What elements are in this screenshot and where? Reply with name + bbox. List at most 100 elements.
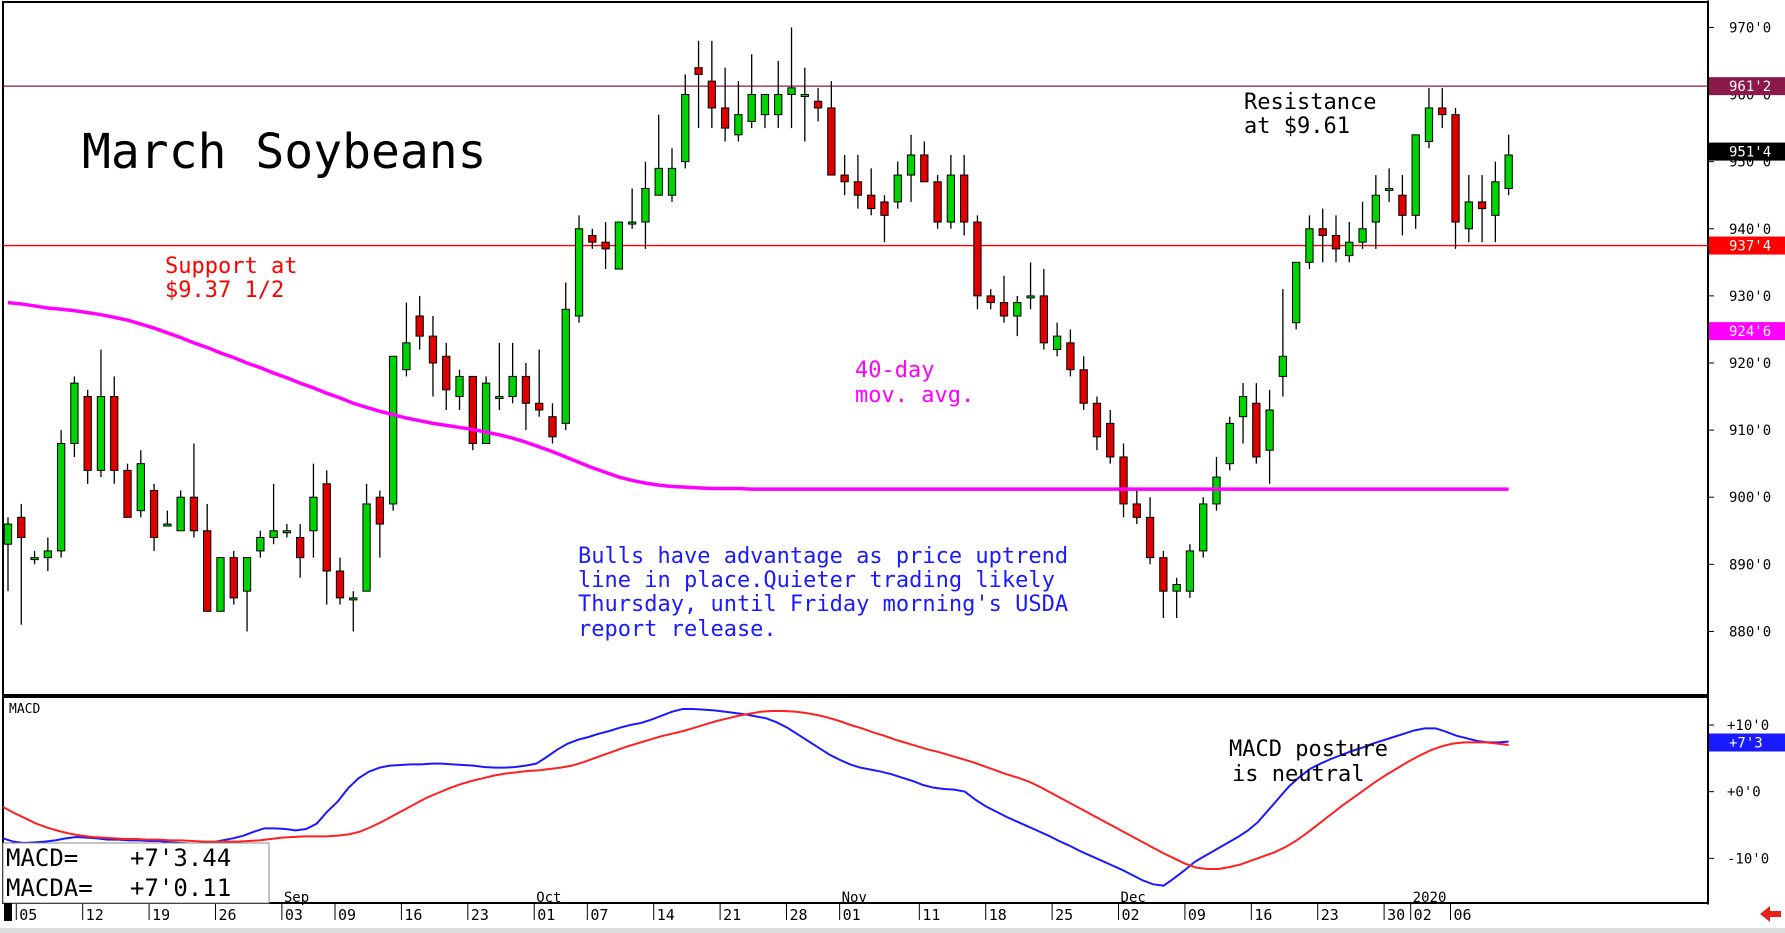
macda-readout-value: +7'0.11 [130, 874, 231, 902]
candle-up [1225, 422, 1234, 465]
candle-up [1292, 261, 1301, 324]
candle-down [880, 201, 889, 216]
candle-down [1145, 516, 1155, 559]
candle-up [614, 221, 624, 270]
candle-up [1384, 187, 1394, 191]
candle-up [1358, 228, 1367, 243]
macd-panel-frame [2, 696, 1709, 904]
candlesticks [3, 27, 1513, 632]
x-day-label: 19 [152, 906, 170, 924]
candle-down [827, 107, 836, 176]
candle-up [30, 557, 39, 561]
candle-up [1504, 154, 1513, 189]
candle-down [867, 194, 876, 210]
price-flag-label: 961'2 [1729, 79, 1771, 95]
candle-up [163, 523, 172, 527]
candle-down [933, 181, 942, 223]
candle-down [149, 490, 159, 538]
scroll-left-arrow-icon[interactable] [1760, 906, 1781, 922]
candle-down [694, 67, 703, 75]
x-day-label: 14 [657, 906, 675, 924]
x-day-label: 30 [1387, 906, 1405, 924]
candle-up [654, 167, 663, 196]
candle-up [906, 154, 916, 176]
candle-down [720, 107, 730, 129]
price-tick-label: 920'0 [1729, 356, 1771, 372]
price-tick-label: 940'0 [1729, 222, 1771, 238]
price-flag [1709, 77, 1785, 96]
candle-up [1172, 583, 1181, 592]
comment-line1: Bulls have advantage as price uptrend [578, 544, 1068, 569]
resistance-annotation-line1: Resistance [1244, 90, 1376, 115]
candle-up [1345, 241, 1354, 257]
ma-annotation-line1: 40-day [855, 358, 934, 383]
candle-down [1451, 114, 1460, 223]
comment-line4: report release. [578, 617, 777, 642]
price-flag-label: 951'4 [1729, 145, 1771, 161]
x-day-label: 01 [843, 906, 861, 924]
candle-down [1477, 201, 1487, 210]
macd-flag [1709, 733, 1785, 752]
candle-down [1331, 234, 1341, 250]
x-month-label: Nov [842, 890, 867, 906]
candle-up [1305, 228, 1314, 263]
scroll-start-marker[interactable] [4, 903, 12, 921]
candle-down [1106, 422, 1115, 458]
candle-up [800, 94, 809, 98]
x-day-label: 05 [19, 906, 37, 924]
macd-lines [2, 708, 1509, 887]
price-tick-label: 930'0 [1729, 289, 1771, 305]
macd-readout-label: MACD= [6, 844, 78, 872]
candle-up [455, 375, 464, 398]
candle-down [707, 80, 716, 109]
x-day-label: 25 [1055, 906, 1073, 924]
candle-down [1092, 402, 1102, 438]
candle-up [402, 342, 411, 371]
support-annotation-line2: $9.37 1/2 [165, 278, 284, 303]
macda-readout-label: MACDA= [6, 874, 93, 902]
price-flags: 961'2 951'4 937'4 924'6 +7'3 [1709, 77, 1785, 752]
price-flag [1709, 322, 1785, 341]
x-day-label: 26 [218, 906, 236, 924]
candle-up [1411, 134, 1420, 216]
ma-annotation-line2: mov. avg. [855, 383, 974, 408]
candle-down [601, 241, 610, 250]
x-day-label: 02 [1122, 906, 1140, 924]
candle-down [296, 536, 305, 559]
macd-tick-label: +10'0 [1727, 718, 1769, 734]
support-annotation-line1: Support at [165, 254, 297, 279]
candle-down [442, 355, 451, 391]
bottom-bar [0, 928, 1785, 933]
candle-down [203, 530, 212, 612]
candle-down [813, 100, 823, 109]
price-tick-label: 970'0 [1729, 20, 1771, 36]
comment-line3: Thursday, until Friday morning's USDA [578, 592, 1068, 617]
candle-up [760, 94, 770, 116]
x-month-label: Dec [1121, 890, 1146, 906]
candle-down [375, 496, 384, 525]
candle-up [216, 557, 225, 612]
candle-down [1039, 295, 1048, 344]
candle-up [1185, 550, 1195, 592]
candle-up [681, 94, 690, 163]
macd-annotation-line2: is neutral [1232, 762, 1364, 787]
candle-up [256, 536, 265, 552]
macd-readout-value: +7'3.44 [130, 844, 231, 872]
macd-tick-label: -10'0 [1727, 851, 1769, 867]
macd-axis: +10'0 +0'0 -10'0 [1708, 718, 1769, 867]
candle-down [986, 295, 995, 304]
price-tick-label: 890'0 [1729, 557, 1771, 573]
macd-annotation-line1: MACD posture [1229, 737, 1388, 762]
x-month-label: Sep [284, 890, 309, 906]
x-day-label: 09 [338, 906, 356, 924]
candle-down [588, 234, 597, 243]
candle-down [17, 516, 26, 538]
candle-down [1252, 402, 1261, 458]
resistance-annotation-line2: at $9.61 [1244, 114, 1350, 139]
candle-down [468, 375, 477, 445]
candle-up [893, 174, 902, 203]
macd-panel-title: MACD [9, 702, 40, 717]
candle-up [747, 94, 756, 122]
x-day-label: 09 [1188, 906, 1206, 924]
candle-up [628, 221, 637, 225]
